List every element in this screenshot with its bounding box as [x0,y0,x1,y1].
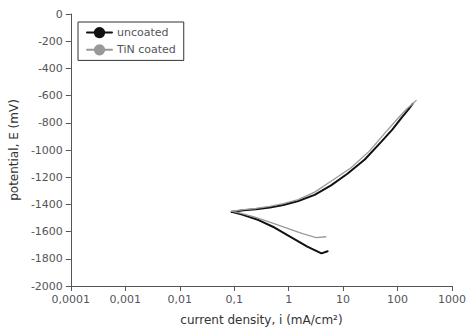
svg-text:-200: -200 [38,35,63,48]
svg-text:-1600: -1600 [31,225,63,238]
svg-text:100: 100 [387,293,408,306]
svg-text:-2000: -2000 [31,280,63,293]
svg-text:-1400: -1400 [31,198,63,211]
svg-text:-600: -600 [38,89,63,102]
svg-text:uncoated: uncoated [117,26,169,39]
svg-text:-1800: -1800 [31,252,63,265]
svg-text:1: 1 [285,293,292,306]
svg-text:0,0001: 0,0001 [52,293,91,306]
svg-text:0,001: 0,001 [110,293,141,306]
svg-text:-800: -800 [38,116,63,129]
svg-text:1000: 1000 [438,293,466,306]
svg-text:0: 0 [56,8,63,21]
svg-text:0,1: 0,1 [225,293,243,306]
svg-text:-1000: -1000 [31,144,63,157]
svg-text:-1200: -1200 [31,171,63,184]
svg-text:current density, i (mA/cm²): current density, i (mA/cm²) [180,313,342,327]
svg-text:10: 10 [336,293,350,306]
svg-text:potential, E (mV): potential, E (mV) [7,99,21,201]
svg-text:TiN coated: TiN coated [116,43,176,56]
svg-text:0,01: 0,01 [168,293,193,306]
svg-text:-400: -400 [38,62,63,75]
